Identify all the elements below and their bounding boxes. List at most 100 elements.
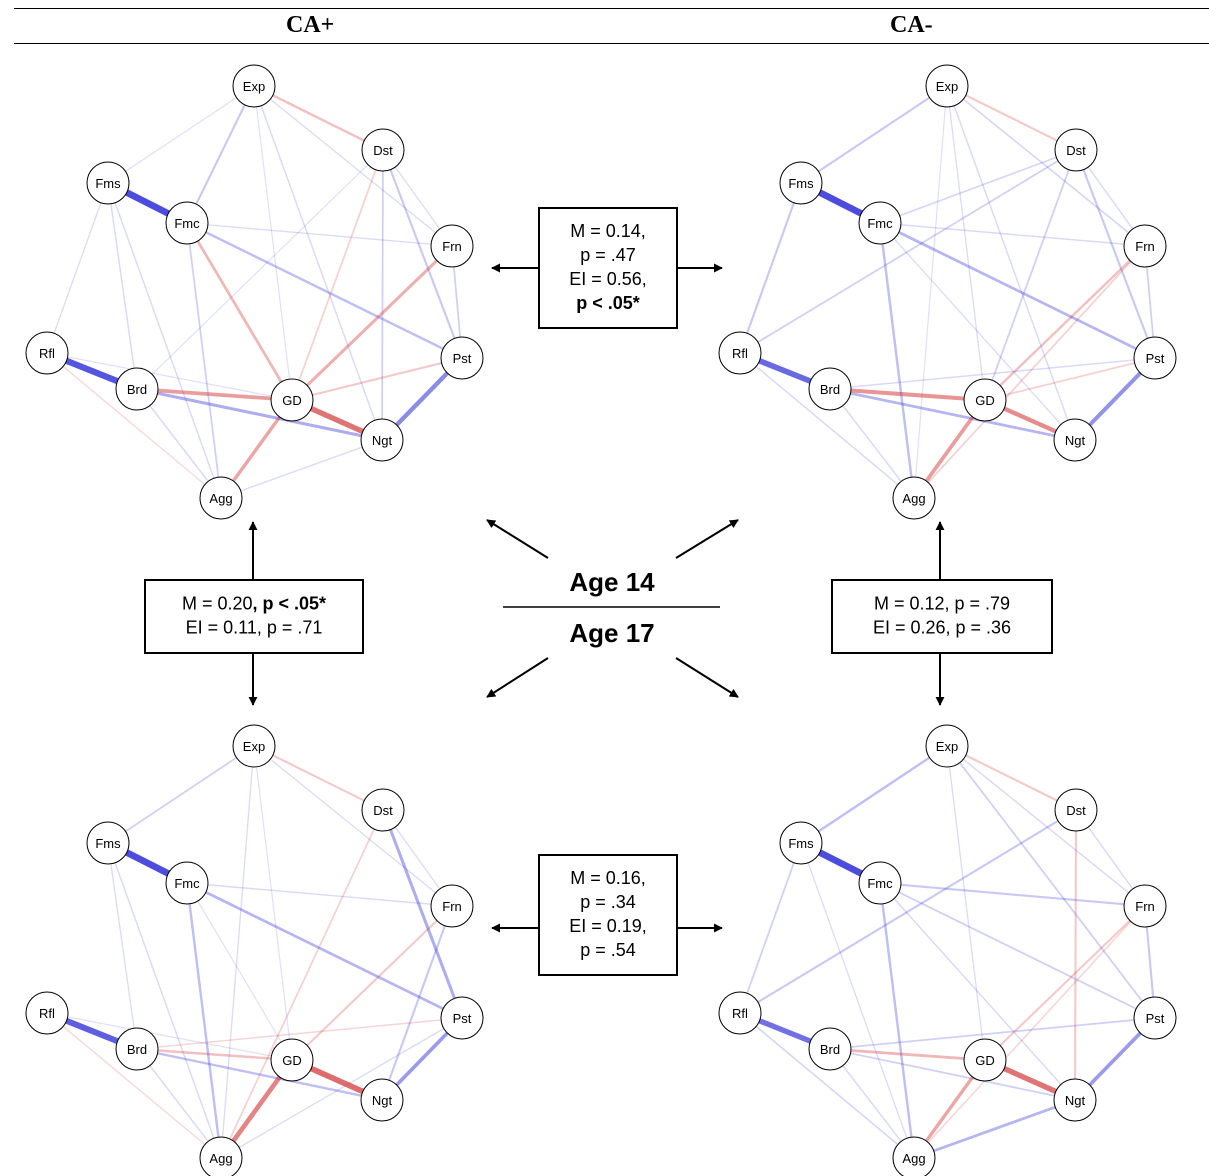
edge-fms-agg bbox=[800, 842, 915, 1159]
node-label-pst: Pst bbox=[453, 1011, 472, 1026]
node-label-rfl: Rfl bbox=[732, 1006, 748, 1021]
stats-text: p < .05* bbox=[576, 293, 640, 313]
edge-exp-gd bbox=[253, 85, 293, 401]
stats-text: EI = 0.26, p = .36 bbox=[873, 618, 1011, 638]
edge-fmc-frn bbox=[879, 222, 1146, 247]
edge-gd-frn bbox=[290, 244, 454, 402]
stats-text: M = 0.12, p = .79 bbox=[874, 594, 1010, 614]
node-dst bbox=[1054, 128, 1098, 172]
edge-exp-agg bbox=[220, 745, 255, 1159]
edge-brd-ngt bbox=[829, 387, 1076, 442]
edge-brd-pst bbox=[136, 1017, 463, 1050]
ca-minus-age17-network: Exp Dst Frn Pst Ngt Agg Brd Rfl Fms Fmc GD bbox=[718, 724, 1177, 1176]
node-label-gd: GD bbox=[975, 1053, 995, 1068]
edge-exp-dst bbox=[946, 745, 1077, 811]
node-gd bbox=[270, 378, 314, 422]
node-pst bbox=[1133, 336, 1177, 380]
edge-exp-ngt bbox=[253, 85, 383, 441]
stats-text: EI = 0.11, p = .71 bbox=[186, 618, 323, 638]
edge-rfl-dst bbox=[739, 149, 1077, 354]
node-label-agg: Agg bbox=[902, 1151, 925, 1166]
comparison-arrow bbox=[675, 657, 739, 698]
edge-gd-frn bbox=[984, 245, 1146, 401]
edge-agg-ngt bbox=[913, 1098, 1076, 1160]
node-ngt bbox=[1053, 418, 1097, 462]
node-dst bbox=[1054, 788, 1098, 832]
node-exp bbox=[232, 64, 276, 108]
edge-fms-agg bbox=[107, 182, 222, 499]
node-label-gd: GD bbox=[282, 393, 302, 408]
node-label-frn: Frn bbox=[442, 239, 462, 254]
edge-brd-pst bbox=[829, 1017, 1156, 1050]
edge-exp-frn bbox=[946, 85, 1146, 247]
node-label-exp: Exp bbox=[243, 79, 265, 94]
edge-exp-dst bbox=[253, 84, 384, 152]
edge-brd-agg bbox=[136, 388, 222, 499]
edge-fmc-dst bbox=[879, 149, 1077, 224]
node-pst bbox=[440, 996, 484, 1040]
node-label-ngt: Ngt bbox=[1065, 1093, 1086, 1108]
edge-fmc-frn bbox=[186, 882, 453, 907]
ca-minus-age14-network: Exp Dst Frn Pst Ngt Agg Brd Rfl Fms Fmc GD bbox=[718, 64, 1177, 520]
node-fmc bbox=[858, 861, 902, 905]
node-fmc bbox=[858, 201, 902, 245]
stats-line: M = 0.20, p < .05* bbox=[182, 594, 326, 614]
edge-fmc-ngt bbox=[879, 222, 1076, 441]
node-label-fms: Fms bbox=[788, 176, 814, 191]
edge-fmc-agg bbox=[878, 222, 916, 499]
edge-exp-gd bbox=[946, 745, 986, 1061]
node-label-pst: Pst bbox=[453, 351, 472, 366]
edge-agg-ngt bbox=[220, 439, 383, 499]
node-frn bbox=[1123, 884, 1167, 928]
node-fmc bbox=[165, 861, 209, 905]
node-label-fms: Fms bbox=[95, 836, 121, 851]
node-label-ngt: Ngt bbox=[372, 1093, 393, 1108]
stats-line: EI = 0.19, bbox=[569, 916, 647, 936]
column-header-ca-plus: CA+ bbox=[286, 12, 335, 38]
node-label-exp: Exp bbox=[243, 739, 265, 754]
node-ngt bbox=[360, 1078, 404, 1122]
stats-text: p = .34 bbox=[580, 892, 636, 912]
node-label-ngt: Ngt bbox=[1065, 433, 1086, 448]
edge-exp-fms bbox=[800, 744, 948, 845]
stats-line: M = 0.12, p = .79 bbox=[874, 594, 1010, 614]
edge-dst-pst bbox=[382, 149, 463, 359]
node-label-agg: Agg bbox=[209, 1151, 232, 1166]
stats-box-bottom: M = 0.16, p = .34 EI = 0.19, p = .54 bbox=[538, 854, 678, 976]
edge-exp-fms bbox=[107, 85, 255, 184]
edge-fms-brd bbox=[107, 842, 138, 1050]
stats-text: EI = 0.19, bbox=[569, 916, 647, 936]
node-label-rfl: Rfl bbox=[39, 1006, 55, 1021]
node-label-frn: Frn bbox=[1135, 899, 1155, 914]
edge-gd-frn bbox=[984, 905, 1146, 1061]
stats-box-left: M = 0.20, p < .05* EI = 0.11, p = .71 bbox=[144, 579, 364, 654]
node-label-ngt: Ngt bbox=[372, 433, 393, 448]
node-rfl bbox=[718, 991, 762, 1035]
edge-exp-pst bbox=[946, 745, 1156, 1019]
node-label-rfl: Rfl bbox=[39, 346, 55, 361]
edge-fmc-pst bbox=[186, 221, 463, 360]
edge-fmc-pst bbox=[879, 221, 1156, 360]
edge-exp-gd bbox=[253, 745, 293, 1061]
stats-line: EI = 0.26, p = .36 bbox=[873, 618, 1011, 638]
edge-dst-gd bbox=[984, 149, 1077, 401]
node-label-agg: Agg bbox=[902, 491, 925, 506]
edge-fmc-agg bbox=[186, 222, 222, 499]
edge-dst-gd bbox=[291, 149, 384, 401]
node-label-brd: Brd bbox=[127, 382, 147, 397]
stats-text: M = 0.16, bbox=[570, 868, 646, 888]
edge-agg-frn bbox=[913, 905, 1146, 1159]
edge-dst-brd bbox=[136, 149, 384, 390]
stats-box-frame bbox=[538, 207, 678, 329]
edge-brd-agg bbox=[829, 1048, 915, 1159]
edge-brd-pst bbox=[829, 357, 1156, 390]
edge-brd-gd bbox=[136, 1047, 293, 1062]
edge-exp-fms bbox=[107, 745, 255, 844]
node-agg bbox=[199, 1136, 243, 1176]
node-agg bbox=[892, 1136, 936, 1176]
edge-fmc-frn bbox=[186, 222, 453, 247]
edge-dst-ngt bbox=[1073, 809, 1078, 1101]
node-label-pst: Pst bbox=[1146, 351, 1165, 366]
stats-line: EI = 0.11, p = .71 bbox=[186, 618, 323, 638]
edge-brd-ngt bbox=[829, 1048, 1076, 1101]
